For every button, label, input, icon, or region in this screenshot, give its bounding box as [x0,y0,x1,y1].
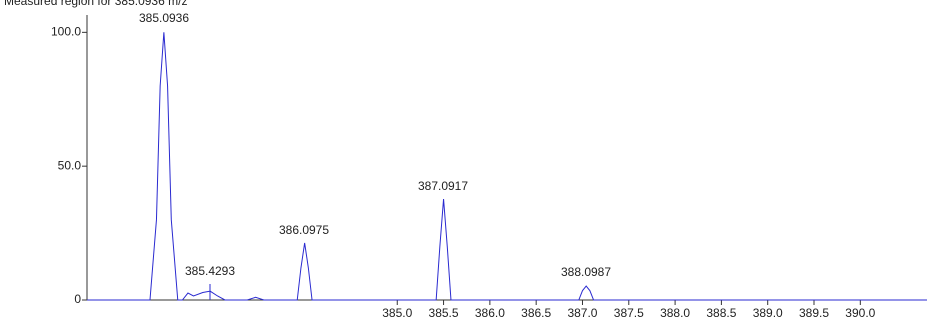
y-tick-label: 50.0 [58,158,82,172]
x-tick-label: 390.0 [845,306,875,320]
x-tick-label: 385.0 [382,306,412,320]
x-tick-label: 386.5 [521,306,551,320]
peak-label: 388.0987 [561,265,611,279]
x-tick-label: 388.5 [706,306,736,320]
x-tick-label: 387.5 [614,306,644,320]
peak-label: 386.0975 [279,223,329,237]
x-tick-label: 387.0 [567,306,597,320]
peak-label: 385.4293 [185,264,235,278]
x-tick-label: 388.0 [660,306,690,320]
x-tick-label: 389.5 [799,306,829,320]
peak-label: 387.0917 [418,179,468,193]
x-tick-label: 389.0 [753,306,783,320]
y-tick-label: 100.0 [51,25,81,39]
x-tick-label: 386.0 [475,306,505,320]
chart-title: Measured region for 385.0936 m/z [4,0,187,8]
y-tick-label: 0 [74,292,81,306]
x-tick-label: 385.5 [429,306,459,320]
profile-line [87,32,927,301]
peak-label: 385.0936 [139,11,189,25]
